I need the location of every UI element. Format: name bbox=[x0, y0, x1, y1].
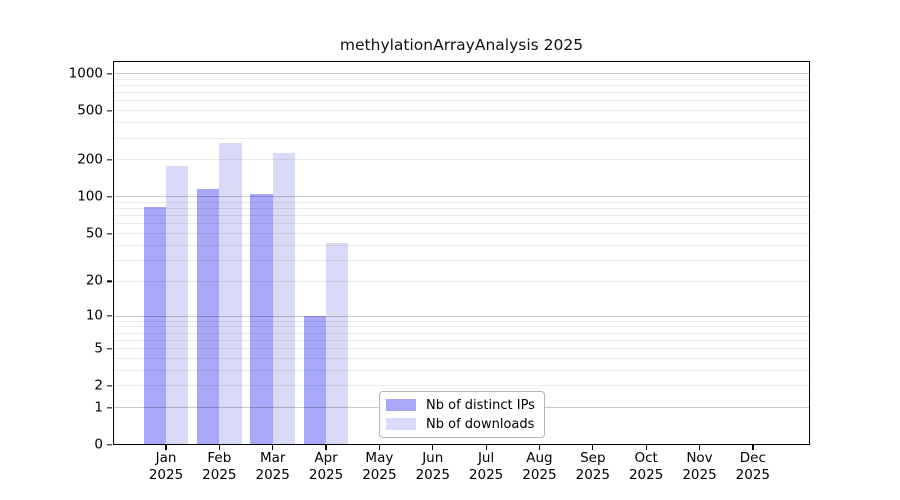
gridline-minor bbox=[113, 137, 810, 139]
bar-jan-series1 bbox=[166, 166, 189, 445]
x-tick-label: Nov 2025 bbox=[682, 450, 717, 483]
y-tick bbox=[107, 232, 112, 235]
gridline-minor bbox=[113, 348, 810, 350]
x-tick-label: Feb 2025 bbox=[202, 450, 237, 483]
gridline-minor bbox=[113, 385, 810, 387]
y-tick bbox=[107, 348, 112, 350]
legend-label: Nb of distinct IPs bbox=[426, 397, 535, 413]
gridline-minor bbox=[113, 233, 810, 235]
y-tick-label: 2 bbox=[94, 377, 103, 394]
gridline-minor bbox=[113, 201, 810, 203]
bar-apr-series0 bbox=[303, 316, 327, 445]
bar-jan-series0 bbox=[143, 207, 166, 445]
x-tick bbox=[218, 445, 221, 450]
x-tick bbox=[485, 445, 487, 450]
legend-swatch-distinct-ips bbox=[386, 399, 416, 411]
gridline-minor bbox=[113, 332, 810, 334]
gridline-major bbox=[113, 73, 810, 75]
gridline-minor bbox=[113, 326, 810, 328]
gridline-minor bbox=[113, 215, 810, 217]
gridline-minor bbox=[113, 100, 810, 102]
x-tick-label: Aug 2025 bbox=[522, 450, 557, 483]
x-tick-label: Jul 2025 bbox=[468, 450, 504, 483]
gridline-minor bbox=[113, 78, 810, 80]
legend: Nb of distinct IPs Nb of downloads bbox=[379, 391, 545, 438]
y-tick-label: 20 bbox=[85, 272, 103, 289]
legend-label: Nb of downloads bbox=[426, 416, 535, 432]
x-tick-label: Sep 2025 bbox=[575, 450, 610, 483]
y-tick bbox=[107, 159, 112, 161]
gridline-minor bbox=[113, 369, 810, 371]
y-tick bbox=[107, 385, 112, 387]
y-tick bbox=[107, 196, 112, 198]
x-tick bbox=[752, 445, 754, 450]
y-tick-label: 5 bbox=[94, 339, 103, 356]
x-tick bbox=[378, 445, 381, 450]
y-tick bbox=[107, 407, 112, 409]
gridline-minor bbox=[113, 208, 810, 210]
y-tick-label: 1000 bbox=[68, 64, 103, 81]
y-tick-label: 500 bbox=[77, 102, 103, 118]
gridline-minor bbox=[113, 122, 810, 124]
gridline-minor bbox=[113, 85, 810, 87]
x-tick-label: Jan 2025 bbox=[148, 450, 184, 483]
gridlines-layer bbox=[113, 61, 810, 445]
x-tick-label: Apr 2025 bbox=[308, 450, 344, 483]
y-tick-label: 200 bbox=[77, 151, 103, 168]
x-tick bbox=[592, 445, 594, 450]
gridline-major bbox=[113, 196, 810, 198]
bar-mar-series1 bbox=[272, 152, 295, 445]
gridline-minor bbox=[113, 223, 810, 225]
y-tick-label: 10 bbox=[85, 307, 103, 324]
gridline-minor bbox=[113, 244, 810, 246]
bars-layer bbox=[113, 61, 810, 445]
gridline-minor bbox=[113, 110, 810, 112]
gridline-minor bbox=[113, 357, 810, 359]
bar-feb-series1 bbox=[219, 142, 242, 445]
x-tick-label: Jun 2025 bbox=[415, 450, 450, 483]
legend-item-downloads: Nb of downloads bbox=[386, 417, 538, 432]
y-tick-label: 0 bbox=[94, 436, 103, 453]
x-tick bbox=[432, 445, 434, 450]
y-tick bbox=[107, 280, 112, 282]
y-tick bbox=[107, 110, 112, 112]
x-tick bbox=[698, 445, 701, 450]
x-tick bbox=[538, 445, 541, 450]
legend-item-distinct-ips: Nb of distinct IPs bbox=[386, 398, 538, 413]
gridline-major bbox=[113, 315, 810, 317]
x-tick bbox=[165, 445, 167, 450]
bar-apr-series1 bbox=[326, 242, 349, 445]
x-tick bbox=[272, 445, 274, 450]
x-tick-label: Dec 2025 bbox=[735, 450, 771, 483]
y-tick bbox=[107, 315, 112, 317]
x-tick-label: May 2025 bbox=[362, 450, 397, 483]
gridline-minor bbox=[113, 339, 810, 341]
y-tick-label: 100 bbox=[77, 188, 103, 205]
y-tick bbox=[107, 72, 112, 75]
gridline-minor bbox=[113, 159, 810, 161]
legend-swatch-downloads bbox=[386, 418, 416, 430]
gridline-minor bbox=[113, 259, 810, 261]
plot-area: Nb of distinct IPs Nb of downloads bbox=[113, 61, 810, 445]
x-tick-label: Oct 2025 bbox=[628, 450, 664, 483]
gridline-minor bbox=[113, 320, 810, 322]
x-tick-label: Mar 2025 bbox=[255, 450, 290, 483]
gridline-minor bbox=[113, 92, 810, 94]
y-tick bbox=[107, 444, 112, 446]
x-tick bbox=[325, 445, 327, 450]
x-tick bbox=[645, 445, 647, 450]
y-tick-label: 1 bbox=[94, 398, 103, 415]
y-tick-label: 50 bbox=[85, 224, 103, 241]
bar-feb-series0 bbox=[197, 188, 220, 445]
chart-title: methylationArrayAnalysis 2025 bbox=[339, 36, 584, 54]
gridline-minor bbox=[113, 280, 810, 282]
bar-mar-series0 bbox=[250, 194, 273, 445]
